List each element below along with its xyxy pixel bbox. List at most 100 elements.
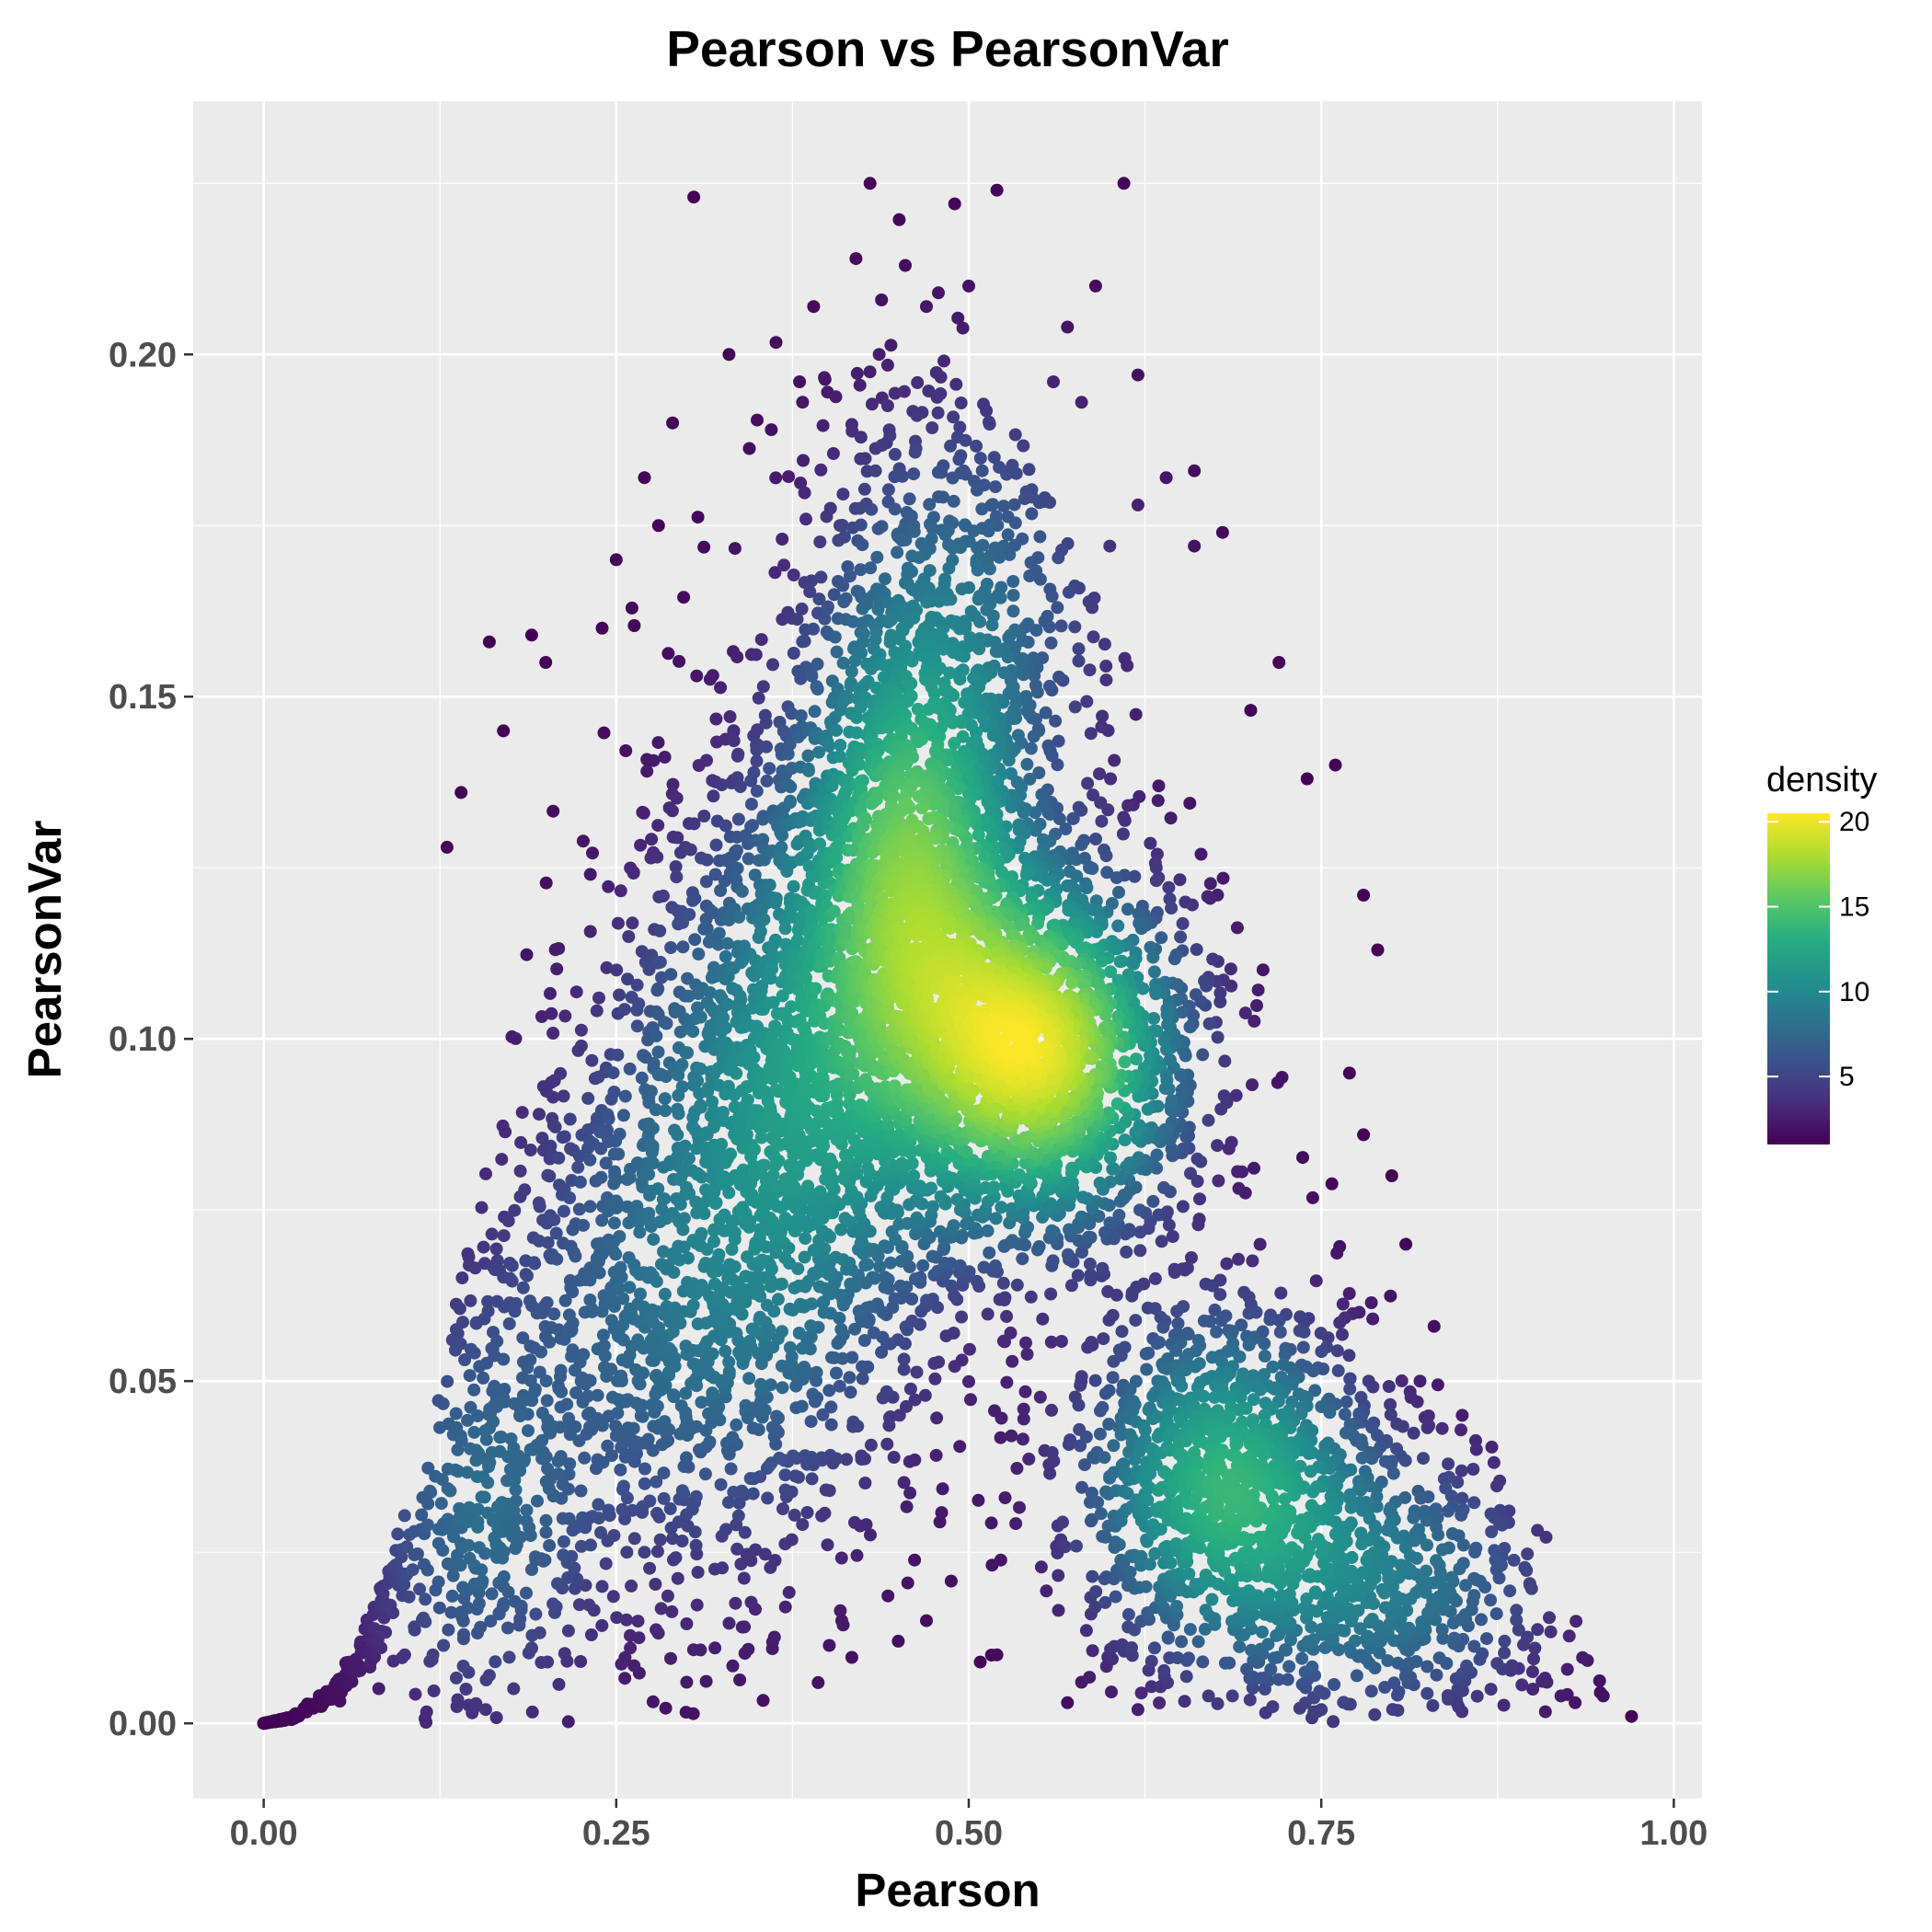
data-point <box>577 1348 591 1362</box>
data-point <box>812 592 826 606</box>
data-point <box>481 1476 495 1489</box>
data-point <box>1046 1254 1060 1268</box>
data-point <box>520 1503 534 1517</box>
data-point <box>426 1648 440 1662</box>
data-point <box>1232 1252 1246 1266</box>
data-point <box>1487 1455 1501 1469</box>
data-point <box>1118 651 1132 665</box>
data-point <box>1182 1567 1196 1581</box>
data-point <box>903 1486 917 1500</box>
data-point <box>1087 630 1100 644</box>
data-point <box>981 1224 995 1237</box>
data-point <box>1149 987 1163 1001</box>
data-point <box>1230 921 1244 935</box>
data-point <box>1134 1686 1148 1700</box>
data-point <box>1083 1257 1097 1271</box>
data-point <box>505 1274 519 1288</box>
data-point <box>1167 1266 1181 1280</box>
data-point <box>671 831 684 845</box>
data-point <box>659 1701 673 1715</box>
data-point <box>475 1201 489 1214</box>
data-point <box>824 1418 838 1432</box>
data-point <box>671 1128 684 1142</box>
data-point <box>880 1437 894 1451</box>
data-point <box>1118 813 1132 827</box>
data-point <box>980 404 994 418</box>
data-point <box>1095 814 1109 828</box>
data-point <box>946 541 960 555</box>
data-point <box>573 1175 587 1189</box>
data-point <box>1315 1703 1328 1717</box>
data-point <box>1475 1613 1488 1627</box>
data-point <box>870 550 884 564</box>
data-point <box>1006 1354 1019 1368</box>
data-point <box>880 399 894 412</box>
data-point <box>1379 1601 1392 1615</box>
data-point <box>951 311 965 325</box>
data-point <box>637 806 650 820</box>
data-point <box>1036 1312 1050 1326</box>
data-point <box>1040 1584 1053 1598</box>
data-point <box>477 1371 490 1385</box>
data-point <box>1157 1180 1170 1194</box>
data-point <box>555 1385 569 1398</box>
data-point <box>947 410 960 424</box>
data-point <box>920 1294 934 1307</box>
data-point <box>804 1319 818 1333</box>
data-point <box>687 817 701 831</box>
data-point <box>569 1249 582 1263</box>
data-point <box>397 1648 411 1662</box>
data-point <box>657 1491 671 1505</box>
data-point <box>1342 1066 1356 1080</box>
data-point <box>1407 1426 1420 1440</box>
data-point <box>689 1538 703 1552</box>
data-point <box>1455 1508 1468 1522</box>
data-point <box>1099 660 1113 673</box>
data-point <box>1232 1181 1246 1195</box>
data-point <box>738 1525 752 1539</box>
data-point <box>1106 1162 1120 1176</box>
data-point <box>620 1546 634 1559</box>
data-point <box>1083 1671 1097 1685</box>
data-point <box>1202 1113 1215 1127</box>
data-point <box>763 879 776 891</box>
data-point <box>712 926 726 940</box>
data-point <box>1365 1613 1379 1626</box>
data-point <box>1083 861 1097 875</box>
data-point <box>657 1466 671 1480</box>
data-point <box>1179 895 1192 909</box>
data-point <box>1196 1655 1210 1669</box>
data-point <box>1350 1433 1363 1447</box>
data-point <box>1272 656 1286 669</box>
data-point <box>583 1153 597 1167</box>
data-point <box>578 1451 592 1465</box>
data-point <box>811 683 824 696</box>
data-point <box>998 1291 1012 1305</box>
data-point <box>1539 1530 1553 1544</box>
data-point <box>1273 1325 1287 1339</box>
data-point <box>664 941 678 954</box>
data-point <box>402 1590 416 1604</box>
data-point <box>551 1577 564 1591</box>
data-point <box>1098 1595 1112 1609</box>
data-point <box>858 1259 872 1272</box>
data-point <box>1022 1452 1036 1466</box>
data-point <box>858 1477 872 1489</box>
data-point <box>1300 772 1314 786</box>
data-point <box>783 1302 797 1316</box>
data-point <box>944 439 958 453</box>
data-point <box>1170 1305 1184 1318</box>
data-point <box>643 1561 657 1575</box>
data-point <box>581 1091 595 1105</box>
data-point <box>926 421 939 434</box>
data-point <box>875 520 889 534</box>
data-point <box>920 300 933 314</box>
data-point <box>695 1279 708 1292</box>
data-point <box>1043 1466 1057 1480</box>
data-point <box>634 1287 647 1301</box>
data-point <box>1093 767 1106 781</box>
data-point <box>635 1071 649 1085</box>
data-point <box>893 1279 907 1293</box>
data-point <box>1293 1324 1306 1338</box>
data-point <box>755 1253 769 1267</box>
